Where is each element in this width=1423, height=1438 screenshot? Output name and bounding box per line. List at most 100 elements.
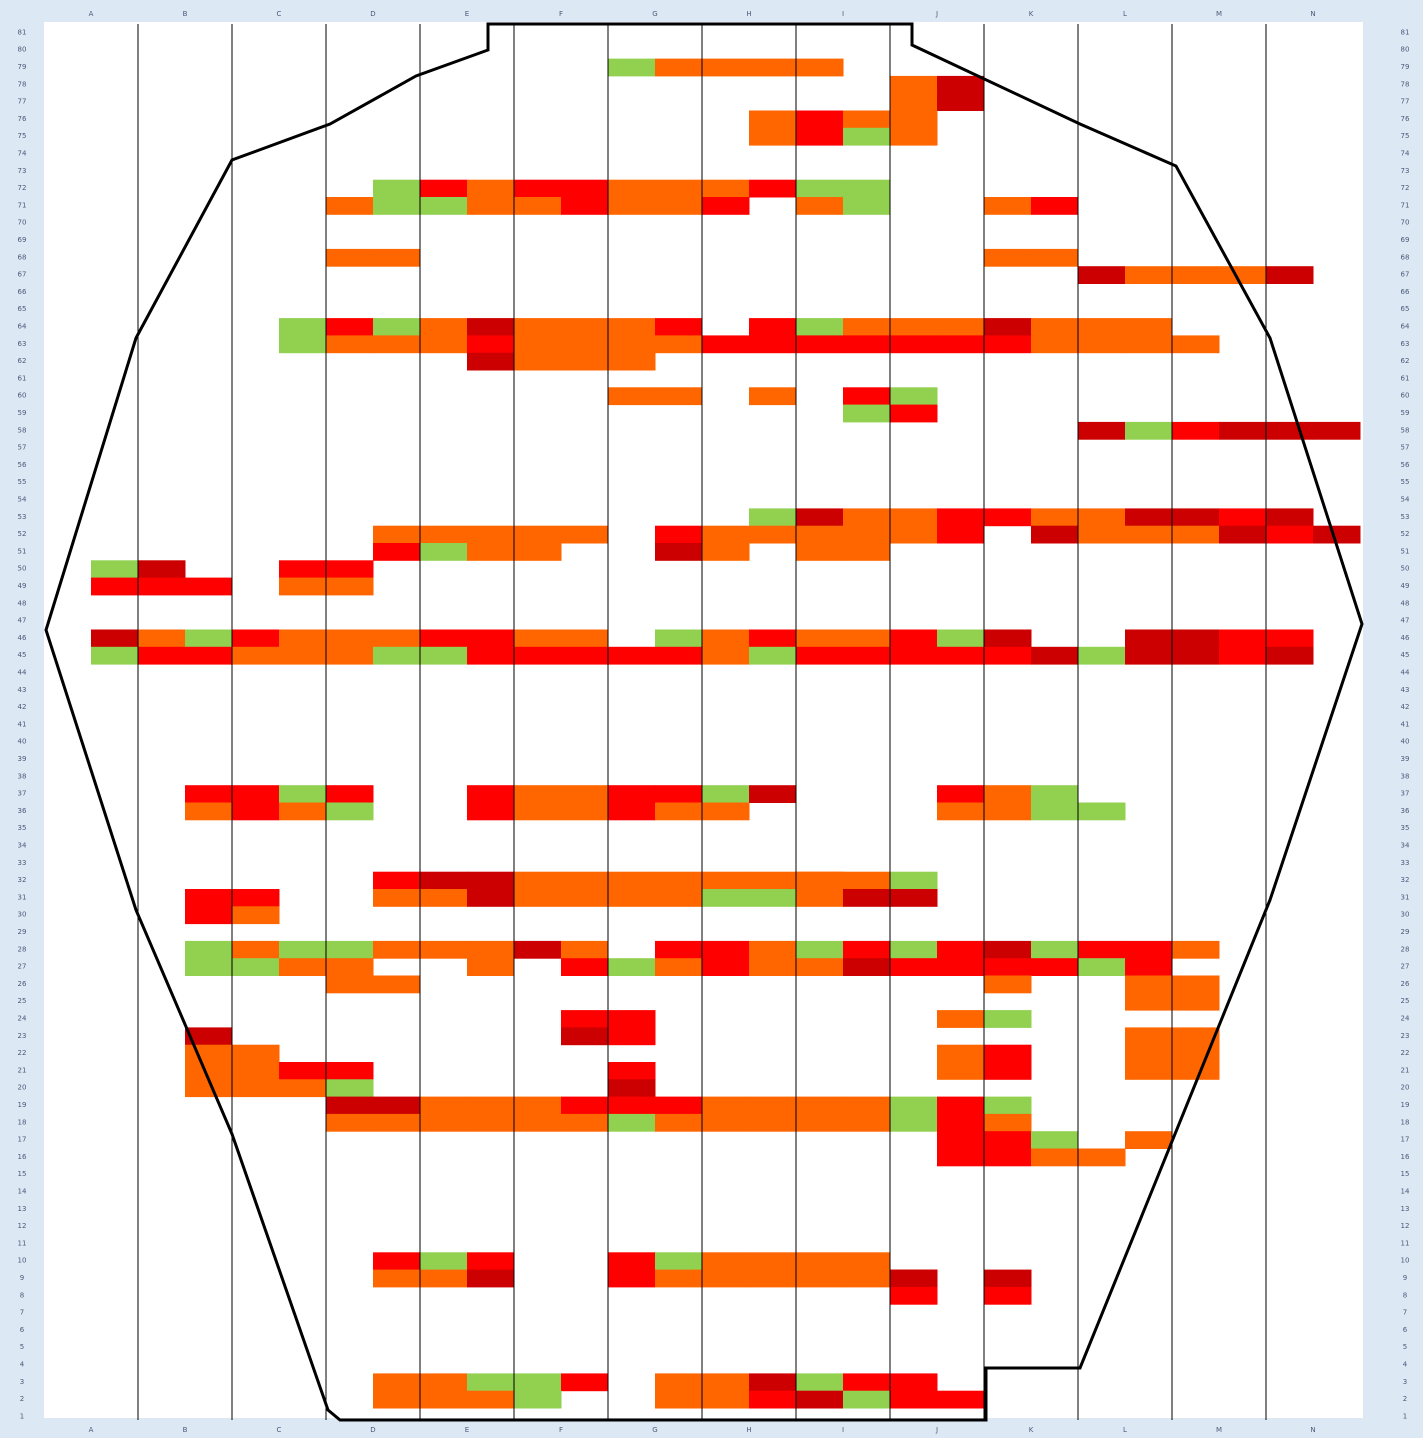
die-cell — [467, 630, 515, 648]
die-cell — [138, 560, 186, 578]
row-label-right: 7 — [1403, 1309, 1407, 1317]
die-cell — [1031, 249, 1079, 267]
die-cell — [843, 318, 891, 336]
die-cell — [373, 318, 421, 336]
die-cell — [1031, 1131, 1079, 1149]
die-cell — [937, 1097, 985, 1115]
die-cell — [937, 335, 985, 353]
row-label-right: 75 — [1401, 132, 1410, 140]
die-cell — [890, 1097, 938, 1115]
row-label-right: 71 — [1401, 201, 1410, 209]
die-cell — [937, 1010, 985, 1028]
die-cell — [1266, 647, 1314, 665]
row-label-right: 68 — [1401, 253, 1410, 261]
row-label-left: 17 — [18, 1136, 27, 1144]
row-label-right: 78 — [1401, 80, 1410, 88]
row-label-right: 27 — [1401, 963, 1410, 971]
die-cell — [373, 249, 421, 267]
die-cell — [561, 197, 609, 215]
die-cell — [655, 335, 703, 353]
row-label-right: 33 — [1401, 859, 1410, 867]
die-cell — [843, 180, 891, 198]
row-label-left: 41 — [18, 720, 27, 728]
die-cell — [1172, 508, 1220, 526]
row-label-left: 68 — [18, 253, 27, 261]
row-label-left: 61 — [18, 374, 27, 382]
die-cell — [937, 630, 985, 648]
row-label-left: 16 — [18, 1153, 27, 1161]
die-cell — [843, 508, 891, 526]
row-label-left: 60 — [18, 392, 27, 400]
row-label-right: 43 — [1401, 686, 1410, 694]
die-cell — [373, 872, 421, 890]
die-cell — [561, 785, 609, 803]
die-cell — [467, 1373, 515, 1391]
row-label-left: 22 — [18, 1049, 27, 1057]
row-label-right: 40 — [1401, 738, 1410, 746]
die-cell — [279, 335, 327, 353]
die-cell — [843, 1391, 891, 1409]
row-label-left: 23 — [18, 1032, 27, 1040]
die-cell — [796, 889, 844, 907]
row-label-left: 35 — [18, 824, 27, 832]
row-label-left: 69 — [18, 236, 27, 244]
die-cell — [984, 1010, 1032, 1028]
die-cell — [937, 785, 985, 803]
die-cell — [467, 647, 515, 665]
row-label-right: 15 — [1401, 1170, 1410, 1178]
die-cell — [984, 508, 1032, 526]
die-cell — [984, 941, 1032, 959]
die-cell — [608, 889, 656, 907]
die-cell — [702, 785, 750, 803]
die-cell — [279, 560, 327, 578]
die-cell — [467, 872, 515, 890]
col-label-bottom: H — [746, 1426, 751, 1434]
row-label-right: 5 — [1403, 1343, 1407, 1351]
die-cell — [749, 1391, 797, 1409]
die-cell — [185, 647, 233, 665]
die-cell — [608, 1010, 656, 1028]
die-cell — [796, 872, 844, 890]
die-cell — [561, 335, 609, 353]
row-label-right: 59 — [1401, 409, 1410, 417]
die-cell — [373, 889, 421, 907]
row-label-right: 10 — [1401, 1257, 1410, 1265]
die-cell — [984, 1149, 1032, 1167]
row-label-left: 75 — [18, 132, 27, 140]
die-cell — [326, 335, 374, 353]
row-label-left: 42 — [18, 703, 27, 711]
row-label-left: 38 — [18, 772, 27, 780]
die-cell — [937, 1391, 985, 1409]
die-cell — [373, 543, 421, 561]
die-cell — [843, 197, 891, 215]
die-cell — [749, 335, 797, 353]
die-cell — [561, 647, 609, 665]
die-cell — [1125, 993, 1173, 1011]
die-cell — [796, 111, 844, 129]
row-label-left: 65 — [18, 305, 27, 313]
die-cell — [185, 1045, 233, 1063]
die-cell — [1125, 266, 1173, 284]
die-cell — [702, 889, 750, 907]
die-cell — [843, 1270, 891, 1288]
die-cell — [561, 526, 609, 544]
die-cell — [420, 543, 468, 561]
col-label-bottom: D — [370, 1426, 375, 1434]
row-label-right: 74 — [1401, 149, 1410, 157]
row-label-left: 10 — [18, 1257, 27, 1265]
die-cell — [561, 1027, 609, 1045]
die-cell — [655, 1097, 703, 1115]
row-label-right: 56 — [1401, 461, 1410, 469]
die-cell — [1031, 1149, 1079, 1167]
die-cell — [373, 1391, 421, 1409]
die-cell — [655, 1252, 703, 1270]
die-cell — [514, 318, 562, 336]
row-label-right: 60 — [1401, 392, 1410, 400]
die-cell — [749, 508, 797, 526]
row-label-right: 79 — [1401, 63, 1410, 71]
die-cell — [843, 872, 891, 890]
die-cell — [937, 647, 985, 665]
die-cell — [561, 889, 609, 907]
row-label-left: 52 — [18, 530, 27, 538]
row-label-right: 1 — [1403, 1412, 1407, 1420]
